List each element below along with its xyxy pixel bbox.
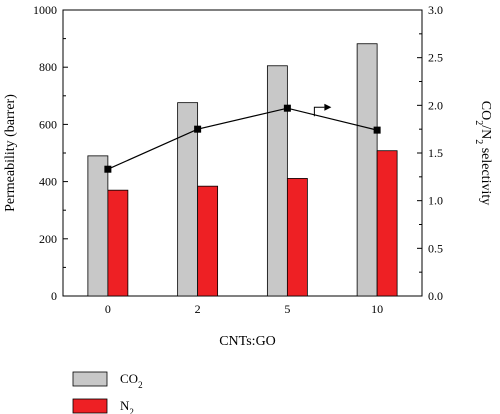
right-tick-label: 2.0 [428, 98, 443, 112]
selectivity-point [104, 165, 112, 173]
right-tick-label: 3.0 [428, 3, 443, 17]
legend-swatch-co2 [72, 371, 108, 387]
y-axis-title: Permeability (barrer) [3, 94, 18, 212]
legend-label-co2: CO2 [120, 371, 143, 390]
left-tick-label: 1000 [33, 3, 57, 17]
annotation [313, 103, 332, 117]
x-tick-label: 10 [371, 302, 383, 316]
legend-label-n2: N2 [120, 398, 134, 414]
bar-co2 [87, 155, 109, 297]
bar-n2 [197, 185, 219, 297]
y2-axis-title-part: CO [478, 101, 493, 120]
right-tick-label: 0.0 [428, 289, 443, 303]
legend-label-text: N [120, 398, 130, 413]
y2-axis-title-subscript: 2 [474, 120, 485, 125]
selectivity-line-path [107, 107, 378, 170]
x-axis-title: CNTs:GO [219, 334, 276, 349]
left-tick-label: 200 [39, 232, 57, 246]
selectivity-point [283, 104, 291, 112]
annotation-arrow-shaft [313, 106, 325, 117]
y2-axis-title: CO2/N2 selectivity [474, 101, 494, 206]
bar-n2 [376, 150, 398, 297]
legend-label-subscript: 2 [138, 380, 143, 390]
annotation-arrow-head [324, 103, 332, 111]
x-tick-label: 5 [284, 302, 290, 316]
selectivity-point [194, 125, 202, 133]
legend-label-subscript: 2 [129, 407, 134, 414]
bar-n2 [286, 178, 308, 297]
x-tick-label: 0 [105, 302, 111, 316]
right-tick-label: 1.0 [428, 194, 443, 208]
legend-label-text: CO [120, 371, 138, 386]
bar-n2 [107, 189, 129, 297]
y2-axis-title-part: selectivity [478, 144, 493, 205]
left-tick-label: 0 [51, 289, 57, 303]
legend-swatch-n2 [72, 398, 108, 414]
selectivity-point [373, 126, 381, 134]
bar-co2 [356, 43, 378, 297]
y2-axis-title-subscript: 2 [474, 139, 485, 144]
right-tick-label: 0.5 [428, 241, 443, 255]
bar-co2 [266, 65, 288, 297]
left-tick-label: 800 [39, 60, 57, 74]
axes: 0 200 400 600 800 1000 0.0 0.5 1.0 1.5 2.0 2.5 3.0 0 2… [3, 3, 493, 349]
right-tick-label: 1.5 [428, 146, 443, 160]
left-tick-label: 600 [39, 117, 57, 131]
y2-axis-title-part: /N [478, 125, 493, 139]
selectivity-line [104, 104, 381, 173]
x-tick-label: 2 [195, 302, 201, 316]
left-tick-label: 400 [39, 175, 57, 189]
right-tick-label: 2.5 [428, 51, 443, 65]
bars [87, 43, 398, 297]
